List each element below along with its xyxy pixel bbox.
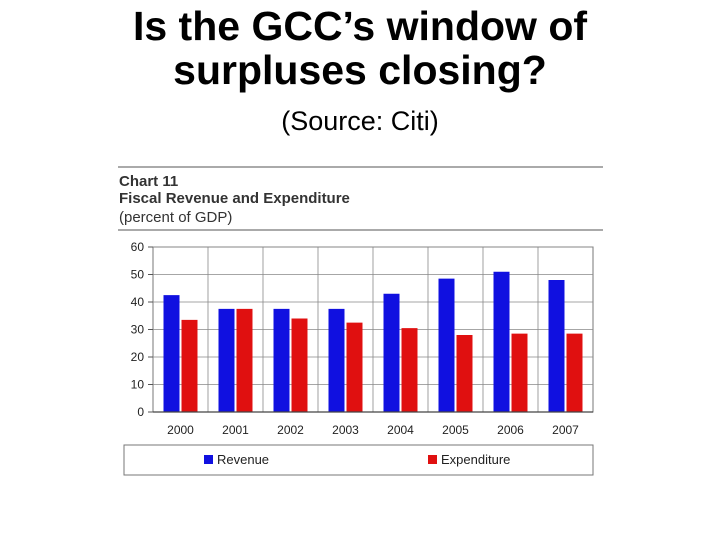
chart-unit: (percent of GDP) (119, 209, 232, 226)
x-tick-label: 2007 (552, 423, 579, 437)
legend-swatch-expenditure (428, 455, 437, 464)
bar-revenue-2001 (218, 308, 235, 412)
axes: 0 10 20 30 40 50 60 2000 2001 2002 2003 2004 2005 200… (131, 240, 593, 437)
bar-expenditure-2006 (511, 333, 528, 412)
bar-revenue-2006 (493, 271, 510, 412)
bar-revenue-2000 (163, 295, 180, 412)
y-tick-label: 60 (131, 240, 145, 254)
x-tick-label: 2006 (497, 423, 524, 437)
y-tick-label: 30 (131, 323, 145, 337)
y-tick-label: 20 (131, 350, 145, 364)
bar-expenditure-2000 (181, 319, 198, 412)
legend: Revenue Expenditure (123, 444, 594, 476)
legend-swatch-revenue (204, 455, 213, 464)
slide-subtitle: (Source: Citi) (281, 106, 439, 136)
bar-expenditure-2005 (456, 335, 473, 412)
bar-expenditure-2003 (346, 322, 363, 412)
x-tick-label: 2005 (442, 423, 469, 437)
x-tick-label: 2004 (387, 423, 414, 437)
slide-title: Is the GCC’s window of surpluses closing… (0, 4, 720, 92)
y-tick-label: 50 (131, 268, 145, 282)
y-tick-label: 0 (137, 405, 144, 419)
bar-revenue-2004 (383, 293, 400, 412)
x-tick-label: 2001 (222, 423, 249, 437)
bar-revenue-2002 (273, 308, 290, 412)
title-line-1: Is the GCC’s window of (132, 3, 588, 49)
legend-box (123, 444, 594, 476)
title-line-2: surpluses closing? (173, 47, 547, 93)
chart-header: Chart 11 Fiscal Revenue and Expenditure … (118, 166, 603, 231)
y-tick-label: 40 (131, 295, 145, 309)
bar-expenditure-2004 (401, 328, 418, 412)
bar-expenditure-2007 (566, 333, 583, 412)
legend-label-revenue: Revenue (217, 452, 269, 467)
bar-revenue-2007 (548, 280, 565, 412)
y-tick-label: 10 (131, 378, 145, 392)
x-tick-label: 2003 (332, 423, 359, 437)
bar-expenditure-2001 (236, 308, 253, 412)
bar-revenue-2005 (438, 278, 455, 412)
x-tick-label: 2000 (167, 423, 194, 437)
chart-number: Chart 11 (119, 173, 178, 190)
bar-expenditure-2002 (291, 318, 308, 412)
x-tick-label: 2002 (277, 423, 304, 437)
bar-revenue-2003 (328, 308, 345, 412)
chart-title: Fiscal Revenue and Expenditure (119, 190, 350, 207)
bars (163, 271, 583, 412)
legend-label-expenditure: Expenditure (441, 452, 510, 467)
